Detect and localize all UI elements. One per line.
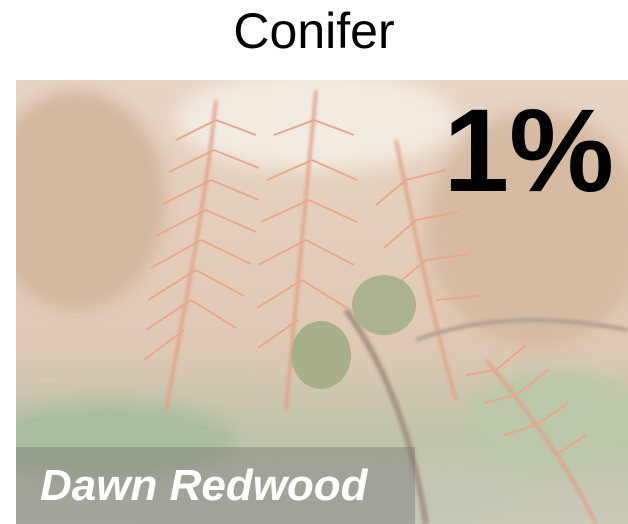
species-label: Dawn Redwood xyxy=(40,461,368,510)
confidence-score: 1% xyxy=(443,85,614,217)
photo xyxy=(16,80,628,524)
photo-art xyxy=(16,80,628,524)
label-banner: Dawn Redwood xyxy=(16,447,415,524)
class-title: Conifer xyxy=(233,3,395,59)
